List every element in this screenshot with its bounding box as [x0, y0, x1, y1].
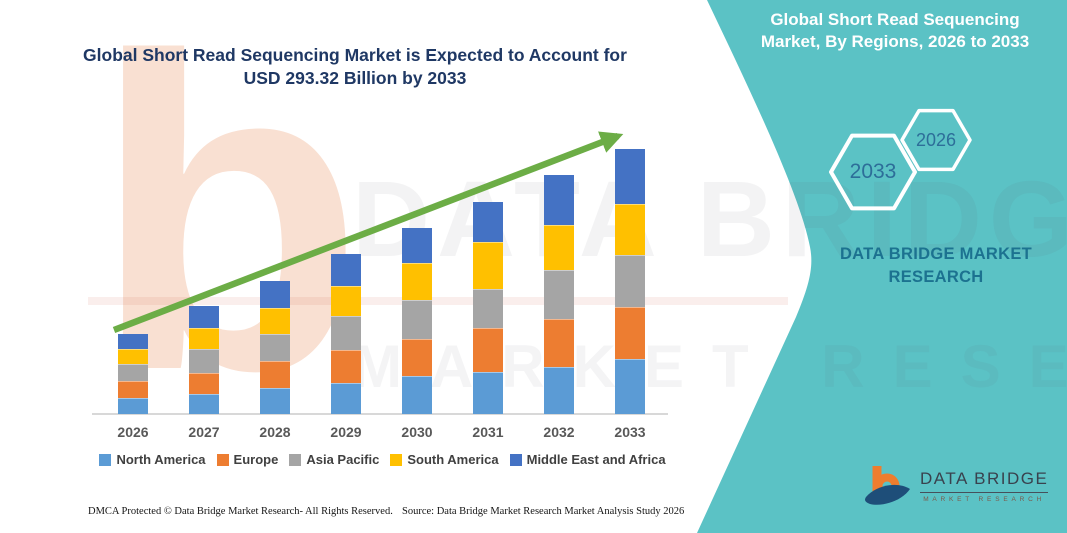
legend-item-asia-pacific: Asia Pacific: [289, 452, 379, 467]
x-axis-label-2026: 2026: [117, 424, 149, 440]
stacked-bar-2030: [402, 227, 432, 414]
bar-segment-south-america-2030: [402, 262, 432, 300]
hexagon-2026-label: 2026: [915, 130, 957, 150]
panel-brand-line-1: DATA BRIDGE MARKET: [839, 245, 1033, 263]
bar-segment-europe-2032: [544, 319, 574, 367]
bar-segment-south-america-2031: [473, 242, 503, 289]
bar-segment-south-america-2033: [615, 203, 645, 256]
bar-segment-north-america-2027: [189, 393, 219, 414]
x-axis-label-2031: 2031: [472, 424, 504, 440]
side-panel-heading-line-2: Market, By Regions, 2026 to 2033: [760, 32, 1030, 51]
bar-segment-europe-2027: [189, 372, 219, 394]
stacked-bar-2032: [544, 175, 574, 414]
bar-segment-asia-pacific-2027: [189, 348, 219, 373]
footer-dmca-text: DMCA Protected © Data Bridge Market Rese…: [88, 506, 393, 517]
x-axis-label-2028: 2028: [259, 424, 291, 440]
legend-item-north-america: North America: [99, 452, 206, 467]
bar-segment-middle-east-and-africa-2029: [331, 253, 361, 286]
bar-segment-middle-east-and-africa-2033: [615, 149, 645, 204]
bar-segment-south-america-2028: [260, 308, 290, 334]
bar-segment-europe-2033: [615, 307, 645, 360]
bar-segment-south-america-2026: [118, 348, 148, 365]
legend-swatch-asia-pacific: [289, 453, 302, 466]
legend-swatch-middle-east-and-africa: [509, 453, 522, 466]
bar-segment-europe-2031: [473, 327, 503, 373]
bar-segment-south-america-2029: [331, 285, 361, 317]
bar-segment-asia-pacific-2032: [544, 269, 574, 320]
chart-legend: North America Europe Asia Pacific South Ame…: [15, 452, 750, 467]
bar-segment-europe-2030: [402, 338, 432, 377]
footer-source-text: Source: Data Bridge Market Research Mark…: [402, 506, 685, 517]
bar-segment-middle-east-and-africa-2026: [118, 334, 148, 349]
bar-segment-north-america-2031: [473, 372, 503, 414]
bar-segment-europe-2026: [118, 380, 148, 399]
bar-segment-middle-east-and-africa-2031: [473, 202, 503, 243]
logo-title: DATA BRIDGE: [920, 469, 1049, 493]
bar-segment-north-america-2029: [331, 383, 361, 414]
hexagon-2033-label: 2033: [849, 160, 897, 183]
bar-segment-asia-pacific-2033: [615, 255, 645, 308]
data-bridge-logo: DATA BRIDGE MARKET RESEARCH: [864, 462, 1049, 510]
bar-segment-north-america-2030: [402, 376, 432, 414]
legend-item-europe: Europe: [216, 452, 279, 467]
legend-item-south-america: South America: [390, 452, 499, 467]
x-axis-label-2032: 2032: [543, 424, 575, 440]
bar-segment-south-america-2027: [189, 328, 219, 349]
panel-brand-text: DATA BRIDGE MARKET RESEARCH: [838, 243, 1034, 289]
bar-segment-north-america-2032: [544, 366, 574, 414]
bar-segment-asia-pacific-2030: [402, 299, 432, 339]
bar-segment-middle-east-and-africa-2032: [544, 175, 574, 225]
stacked-bar-2029: [331, 253, 361, 414]
side-panel-heading-line-1: Global Short Read Sequencing: [770, 10, 1020, 29]
bar-segment-north-america-2028: [260, 388, 290, 414]
bar-segment-europe-2029: [331, 350, 361, 384]
legend-label-north-america: North America: [116, 452, 206, 467]
legend-label-middle-east-and-africa: Middle East and Africa: [526, 452, 666, 467]
bar-segment-middle-east-and-africa-2030: [402, 227, 432, 263]
bar-segment-north-america-2033: [615, 359, 645, 414]
chart-title-line-1: Global Short Read Sequencing Market is E…: [83, 45, 627, 65]
x-axis-label-2030: 2030: [401, 424, 433, 440]
stacked-bar-2027: [189, 306, 219, 414]
chart-title-line-2: USD 293.32 Billion by 2033: [243, 68, 467, 88]
bar-segment-middle-east-and-africa-2027: [189, 306, 219, 329]
bar-segment-north-america-2026: [118, 398, 148, 414]
side-panel-heading: Global Short Read Sequencing Market, By …: [742, 9, 1048, 53]
bar-segment-asia-pacific-2028: [260, 333, 290, 361]
bar-segment-asia-pacific-2029: [331, 316, 361, 351]
legend-label-asia-pacific: Asia Pacific: [306, 452, 380, 467]
stacked-bar-2028: [260, 281, 290, 414]
stacked-bar-2026: [118, 334, 148, 414]
x-axis-line: [92, 413, 668, 415]
logo-subtitle: MARKET RESEARCH: [923, 496, 1046, 503]
legend-swatch-europe: [216, 453, 229, 466]
x-axis-label-2033: 2033: [614, 424, 646, 440]
panel-brand-line-2: RESEARCH: [888, 268, 984, 286]
legend-item-middle-east-and-africa: Middle East and Africa: [509, 452, 666, 467]
x-axis-label-2029: 2029: [330, 424, 362, 440]
stacked-bar-2033: [615, 149, 645, 414]
legend-swatch-north-america: [99, 453, 112, 466]
legend-swatch-south-america: [390, 453, 403, 466]
bar-segment-europe-2028: [260, 360, 290, 389]
legend-label-south-america: South America: [407, 452, 499, 467]
legend-label-europe: Europe: [233, 452, 279, 467]
chart-title: Global Short Read Sequencing Market is E…: [0, 44, 710, 90]
bar-segment-south-america-2032: [544, 224, 574, 270]
stacked-bar-2031: [473, 202, 503, 414]
bar-segment-asia-pacific-2026: [118, 364, 148, 381]
bar-segment-asia-pacific-2031: [473, 288, 503, 328]
bar-segment-middle-east-and-africa-2028: [260, 281, 290, 309]
x-axis-label-2027: 2027: [188, 424, 220, 440]
data-bridge-logo-mark-icon: [865, 466, 910, 505]
